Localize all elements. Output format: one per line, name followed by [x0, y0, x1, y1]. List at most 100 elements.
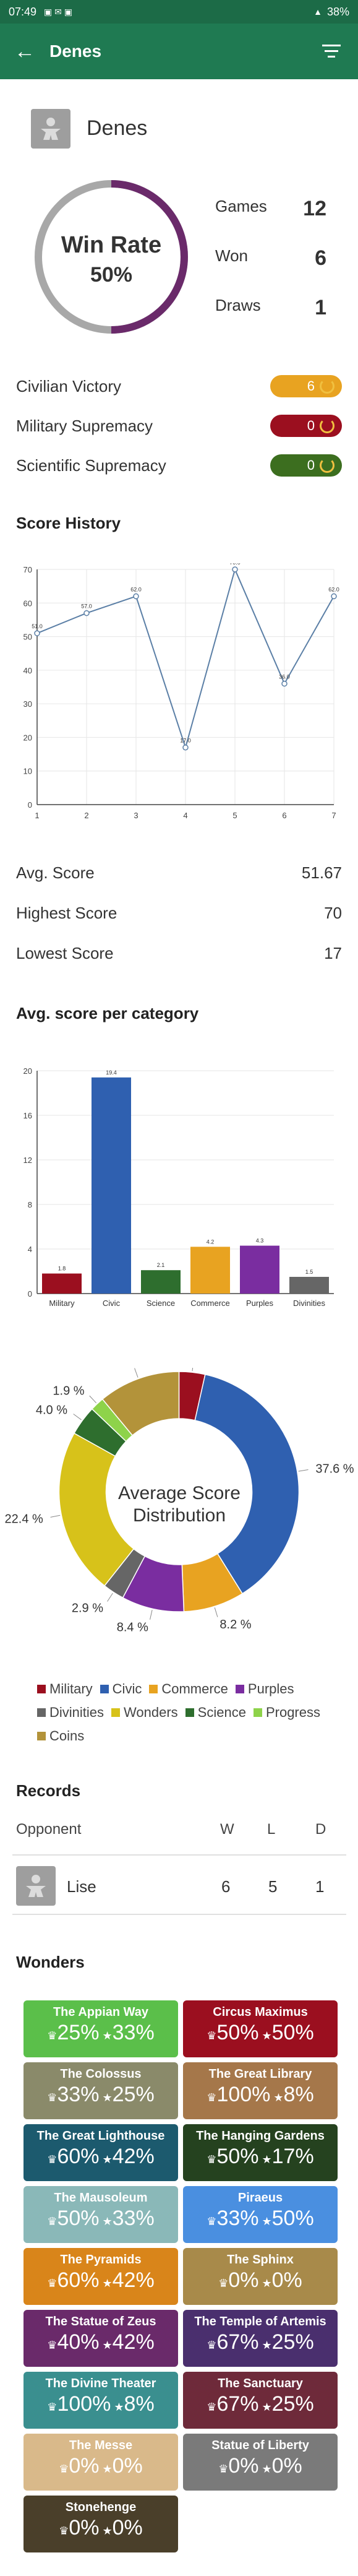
wonder-pick-rate: 33%	[112, 2206, 155, 2230]
filter-icon[interactable]	[321, 42, 342, 61]
crown-icon: ♛	[207, 2091, 217, 2104]
wonder-card[interactable]: The Statue of Zeus ♛40% ★42%	[23, 2310, 178, 2367]
x-tick-label: Science	[147, 1299, 175, 1308]
wonder-pick-rate: 42%	[112, 2268, 155, 2292]
crown-icon: ♛	[47, 2215, 58, 2228]
wonder-card[interactable]: The Great Library ♛100% ★8%	[183, 2062, 338, 2119]
wonder-name: Piraeus	[237, 2191, 283, 2205]
divider	[12, 1854, 346, 1856]
y-tick-label: 12	[23, 1156, 32, 1165]
slice-leader	[214, 1607, 218, 1617]
slice-label: 8.2 %	[219, 1618, 251, 1632]
wonder-card[interactable]: The Divine Theater ♛100% ★8%	[23, 2372, 178, 2429]
legend-label: Commerce	[161, 1681, 228, 1696]
legend-swatch	[149, 1685, 158, 1693]
summary-draws: Draws 1	[215, 296, 326, 319]
opponent-draws: 1	[315, 1877, 325, 1896]
wonder-card[interactable]: The Appian Way ♛25% ★33%	[23, 2000, 178, 2057]
slice-leader	[134, 1368, 139, 1378]
data-label: 62.0	[328, 586, 339, 592]
wonder-card[interactable]: The Temple of Artemis ♛67% ★25%	[183, 2310, 338, 2367]
wonder-card[interactable]: The Hanging Gardens ♛50% ★17%	[183, 2124, 338, 2181]
wonder-stats: ♛50% ★50%	[183, 2021, 338, 2045]
y-tick-label: 70	[23, 565, 32, 574]
bar-commerce	[190, 1247, 230, 1294]
y-tick-label: 8	[28, 1200, 32, 1209]
status-bar: 07:49 ▣ ✉ ▣ ▲ 38%	[0, 0, 358, 24]
wonder-stats: ♛50% ★17%	[183, 2145, 338, 2169]
slice-leader	[150, 1610, 153, 1620]
x-tick-label: 7	[331, 811, 336, 820]
wonder-card[interactable]: Statue of Liberty ♛0% ★0%	[183, 2434, 338, 2491]
wonder-pick-rate: 0%	[112, 2516, 143, 2539]
wonder-card[interactable]: The Sphinx ♛0% ★0%	[183, 2248, 338, 2305]
wonder-card[interactable]: Piraeus ♛33% ★50%	[183, 2186, 338, 2243]
legend-item: Military	[37, 1681, 93, 1696]
wonder-pick-rate: 50%	[271, 2021, 314, 2044]
wonder-card[interactable]: The Pyramids ♛60% ★42%	[23, 2248, 178, 2305]
wonder-pick-rate: 25%	[271, 2392, 314, 2416]
slice-label: 37.6 %	[315, 1462, 354, 1476]
wonder-stats: ♛60% ★42%	[23, 2268, 178, 2293]
wonder-stats: ♛50% ★33%	[23, 2206, 178, 2231]
legend-label: Purples	[247, 1681, 294, 1696]
star-icon: ★	[99, 2525, 113, 2537]
wonder-name: The Messe	[69, 2439, 133, 2452]
opponent-name: Lise	[67, 1877, 96, 1896]
wonder-name: The Sphinx	[227, 2253, 294, 2267]
status-badge: 6	[270, 375, 342, 397]
victory-row: Scientific Supremacy 0	[16, 453, 342, 478]
laurel-icon	[320, 379, 335, 394]
score-stat-row: Avg. Score 51.67	[16, 863, 342, 882]
wonder-stats: ♛67% ★25%	[183, 2392, 338, 2416]
star-icon: ★	[258, 2463, 272, 2475]
star-icon: ★	[99, 2339, 113, 2351]
slice-leader	[192, 1368, 194, 1372]
table-row[interactable]: Lise 6 5 1	[0, 1860, 358, 1913]
star-icon: ★	[270, 2091, 284, 2104]
bar-military	[42, 1273, 82, 1294]
wonder-card[interactable]: Stonehenge ♛0% ★0%	[23, 2496, 178, 2552]
wonder-pick-rate: 0%	[112, 2454, 143, 2478]
meeple-icon	[26, 1875, 46, 1897]
data-point	[133, 593, 139, 600]
data-point	[83, 610, 90, 616]
arrow-left-icon[interactable]: ←	[14, 39, 35, 63]
wonder-card[interactable]: The Great Lighthouse ♛60% ★42%	[23, 2124, 178, 2181]
slice-label: 8.4 %	[117, 1620, 148, 1634]
wonder-card[interactable]: Circus Maximus ♛50% ★50%	[183, 2000, 338, 2057]
data-label: 4.3	[256, 1238, 264, 1244]
meeple-icon	[41, 118, 61, 140]
score-history-title: Score History	[16, 514, 121, 532]
wonder-card[interactable]: The Mausoleum ♛50% ★33%	[23, 2186, 178, 2243]
legend-swatch	[100, 1685, 109, 1693]
crown-icon: ♛	[47, 2091, 58, 2104]
data-point	[281, 680, 288, 687]
x-tick-label: 2	[84, 811, 88, 820]
data-label: 70.0	[229, 563, 241, 566]
wonder-win-rate: 100%	[57, 2392, 111, 2416]
data-label: 1.5	[305, 1269, 313, 1275]
legend-label: Civic	[112, 1681, 142, 1696]
crown-icon: ♛	[47, 2029, 58, 2042]
wonder-win-rate: 67%	[216, 2330, 259, 2354]
star-icon: ★	[111, 2401, 124, 2413]
avatar	[16, 1866, 56, 1906]
x-tick-label: Divinities	[293, 1299, 326, 1308]
wonder-card[interactable]: The Colossus ♛33% ★25%	[23, 2062, 178, 2119]
opponent-wins: 6	[221, 1877, 231, 1896]
status-badge: 0	[270, 415, 342, 437]
wonder-card[interactable]: The Messe ♛0% ★0%	[23, 2434, 178, 2491]
wonder-card[interactable]: The Sanctuary ♛67% ★25%	[183, 2372, 338, 2429]
legend-label: Wonders	[124, 1705, 178, 1720]
legend-item: Divinities	[37, 1705, 104, 1720]
legend-item: Coins	[37, 1728, 84, 1744]
x-tick-label: 1	[35, 811, 39, 820]
score-distribution-chart: 3.5 %37.6 %8.2 %8.4 %2.9 %22.4 %4.0 %1.9…	[5, 1368, 354, 1634]
wonder-win-rate: 50%	[57, 2206, 100, 2230]
wonder-pick-rate: 0%	[271, 2454, 302, 2478]
data-label: 51.0	[32, 623, 43, 629]
crown-icon: ♛	[207, 2153, 217, 2166]
data-label: 2.1	[157, 1262, 165, 1268]
y-tick-label: 16	[23, 1111, 32, 1120]
